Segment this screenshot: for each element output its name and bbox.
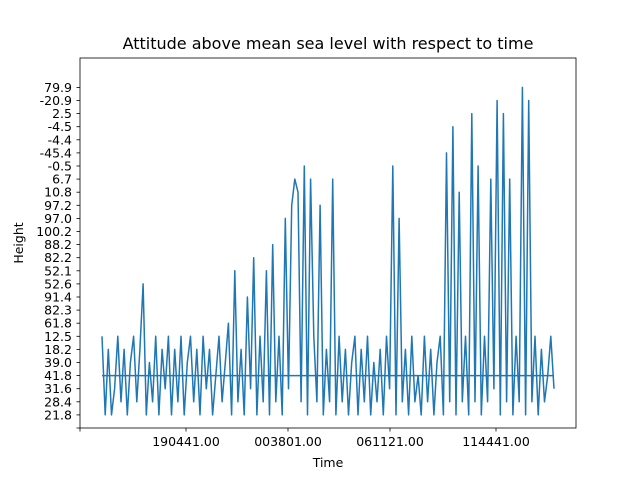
y-tick-label: 88.2 (44, 237, 72, 252)
y-tick-label: -4.5 (48, 119, 72, 134)
y-tick-label: -20.9 (40, 93, 72, 108)
x-tick-label: 114441.00 (462, 434, 530, 449)
y-tick-label: -4.4 (48, 132, 72, 147)
y-tick-label: 79.9 (44, 80, 72, 95)
x-tick-label: 061121.00 (356, 434, 424, 449)
x-axis: 190441.00 003801.00 061121.00 114441.00 (79, 428, 530, 449)
y-tick-label: 10.8 (44, 185, 72, 200)
y-tick-label: -45.4 (40, 145, 72, 160)
y-tick-label: 82.2 (44, 250, 72, 265)
y-axis-title: Height (11, 222, 26, 263)
y-tick-label: 97.2 (44, 198, 72, 213)
y-tick-label: 52.1 (44, 263, 72, 278)
y-tick-label: 82.3 (44, 303, 72, 318)
x-tick-label: 003801.00 (254, 434, 322, 449)
y-tick-label: 6.7 (52, 172, 72, 187)
y-tick-label: 100.2 (36, 224, 72, 239)
y-tick-label: 31.6 (44, 381, 72, 396)
y-tick-label: 28.4 (44, 394, 72, 409)
series-layer (101, 86, 555, 416)
y-tick-label: 21.8 (44, 407, 72, 422)
plot-frame (79, 57, 577, 429)
y-tick-label: 39.0 (44, 355, 72, 370)
y-tick-label: 41.8 (44, 368, 72, 383)
chart-title: Attitude above mean sea level with respe… (123, 34, 534, 53)
y-tick-label: 2.5 (52, 106, 72, 121)
y-tick-label: 91.4 (44, 290, 72, 305)
y-tick-label: 52.6 (44, 276, 72, 291)
y-tick-label: 61.8 (44, 316, 72, 331)
y-axis: 21.828.431.641.839.018.212.561.882.391.4… (36, 80, 80, 429)
y-tick-label: 18.2 (44, 342, 72, 357)
y-tick-label: 12.5 (44, 329, 72, 344)
x-axis-title: Time (312, 455, 344, 470)
y-tick-label: -0.5 (48, 159, 72, 174)
y-tick-label: 97.0 (44, 211, 72, 226)
x-tick-label: 190441.00 (152, 434, 220, 449)
